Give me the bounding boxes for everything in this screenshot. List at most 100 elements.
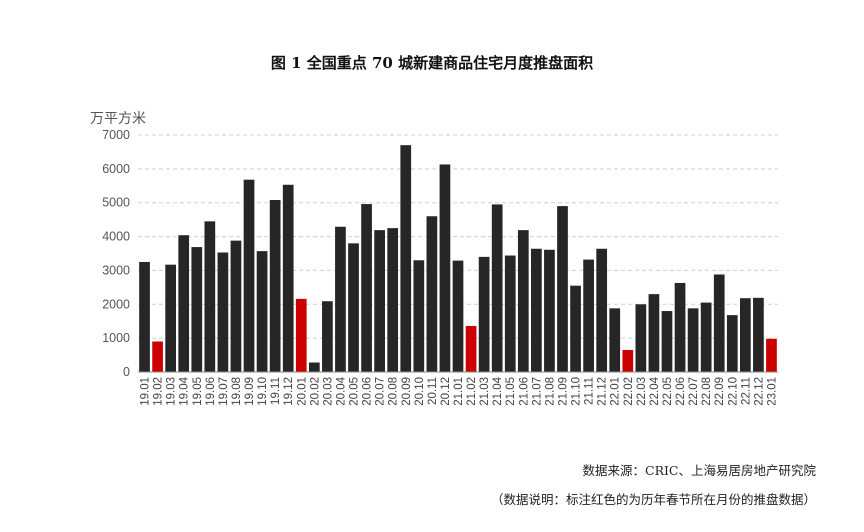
- bar: [661, 311, 673, 372]
- bar: [478, 256, 490, 372]
- x-tick-label: 22.08: [701, 377, 713, 406]
- bar: [570, 285, 581, 372]
- x-tick-label: 19.03: [166, 377, 178, 406]
- x-tick-label: 19.02: [153, 377, 165, 406]
- x-tick-label: 19.12: [283, 377, 295, 406]
- bar: [504, 255, 516, 372]
- x-tick-label: 21.07: [531, 377, 543, 406]
- x-tick-label: 21.11: [584, 377, 596, 405]
- y-tick-label: 0: [123, 365, 130, 379]
- y-axis-ticks: 0 1000 2000 3000 4000 5000 6000 7000: [102, 128, 130, 379]
- bar: [491, 204, 503, 372]
- y-tick-label: 5000: [102, 196, 130, 210]
- bar: [204, 221, 216, 372]
- x-tick-label: 21.12: [597, 377, 609, 406]
- bar: [178, 235, 190, 372]
- x-tick-label: 21.10: [571, 377, 583, 406]
- y-tick-label: 7000: [102, 128, 130, 142]
- x-tick-label: 20.07: [375, 377, 387, 406]
- bar: [766, 338, 777, 372]
- bar: [217, 252, 229, 372]
- x-tick-label: 20.01: [296, 377, 308, 406]
- chart-title: 图 1 全国重点 70 城新建商品住宅月度推盘面积: [270, 54, 594, 72]
- bar: [230, 240, 242, 372]
- x-tick-label: 20.09: [401, 377, 413, 406]
- bar: [596, 248, 608, 372]
- x-tick-label: 19.01: [140, 377, 152, 406]
- x-tick-label: 22.04: [649, 376, 661, 405]
- bar: [531, 248, 542, 372]
- x-tick-label: 21.02: [466, 377, 478, 406]
- y-axis-unit-label: 万平方米: [90, 111, 146, 127]
- x-tick-label: 19.08: [231, 377, 243, 406]
- y-tick-label: 6000: [102, 162, 130, 176]
- bar: [282, 184, 294, 372]
- x-tick-label: 22.07: [688, 377, 700, 406]
- x-tick-label: 22.02: [623, 377, 635, 406]
- y-tick-label: 2000: [102, 297, 130, 311]
- x-tick-label: 20.06: [362, 377, 374, 406]
- bar: [361, 204, 372, 372]
- bar: [243, 179, 255, 372]
- x-tick-label: 19.05: [192, 377, 204, 406]
- bar: [583, 259, 594, 372]
- x-tick-label: 21.03: [479, 377, 491, 406]
- x-tick-label: 23.01: [766, 377, 778, 406]
- bar: [700, 302, 712, 372]
- x-tick-label: 22.05: [662, 377, 674, 406]
- x-tick-label: 21.09: [557, 377, 569, 406]
- bar: [726, 315, 738, 372]
- bar: [674, 282, 686, 372]
- x-tick-label: 22.10: [727, 377, 739, 406]
- bar: [544, 249, 555, 372]
- bar: [557, 206, 568, 372]
- bar: [295, 298, 307, 372]
- x-tick-label: 20.11: [427, 377, 439, 405]
- bar: [739, 298, 751, 372]
- y-tick-label: 3000: [102, 263, 130, 277]
- data-source-note: 数据来源：CRIC、上海易居房地产研究院: [582, 463, 816, 478]
- x-tick-label: 22.01: [610, 377, 622, 406]
- x-tick-label: 20.12: [440, 377, 452, 406]
- bar: [439, 164, 451, 372]
- x-tick-label: 21.01: [453, 377, 465, 406]
- bar: [753, 297, 764, 372]
- bar: [256, 251, 268, 372]
- bar: [713, 274, 725, 372]
- x-tick-label: 20.02: [309, 377, 321, 406]
- x-tick-label: 21.06: [518, 377, 530, 406]
- bar: [648, 294, 660, 372]
- x-tick-label: 22.11: [740, 377, 752, 405]
- x-tick-label: 19.04: [179, 376, 191, 405]
- x-tick-label: 20.08: [388, 377, 400, 406]
- bar: [452, 260, 464, 372]
- bar: [348, 243, 359, 372]
- x-tick-label: 20.03: [322, 377, 334, 406]
- bar: [387, 228, 399, 372]
- bar: [426, 216, 438, 372]
- x-tick-label: 19.07: [218, 377, 230, 406]
- x-tick-label: 22.06: [675, 377, 687, 406]
- bar: [400, 145, 412, 372]
- data-explanation-note: （数据说明：标注红色的为历年春节所在月份的推盘数据）: [490, 492, 816, 507]
- bar: [517, 230, 529, 372]
- bar: [269, 200, 281, 372]
- bar: [413, 260, 425, 372]
- bar: [322, 301, 333, 372]
- x-tick-label: 20.05: [349, 377, 361, 406]
- x-tick-label: 19.10: [257, 377, 269, 406]
- x-tick-label: 21.04: [492, 376, 504, 405]
- bar: [139, 261, 150, 372]
- bar: [465, 325, 477, 372]
- bar: [374, 230, 385, 372]
- bars: [139, 145, 777, 372]
- x-tick-label: 19.11: [270, 377, 282, 405]
- bar: [609, 308, 621, 372]
- x-tick-label: 20.10: [414, 377, 426, 406]
- x-tick-label: 21.08: [544, 377, 556, 406]
- x-tick-label: 22.03: [636, 377, 648, 406]
- x-tick-label: 22.09: [714, 377, 726, 406]
- bar: [622, 349, 634, 372]
- x-tick-label: 22.12: [753, 377, 765, 406]
